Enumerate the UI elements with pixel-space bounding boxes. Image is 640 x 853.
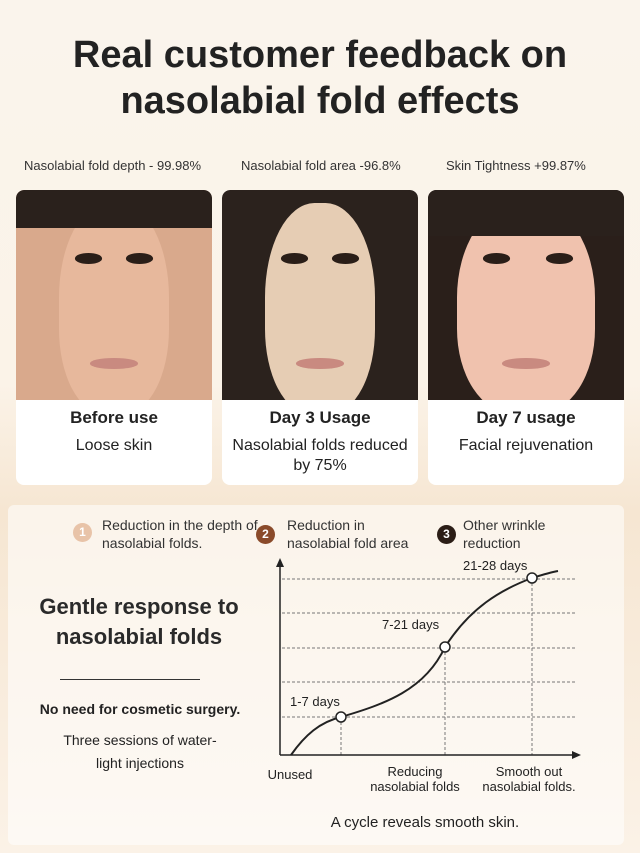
footer-text: A cycle reveals smooth skin. bbox=[330, 814, 520, 831]
x-label-unused: Unused bbox=[267, 767, 313, 782]
card-heading: Day 3 Usage bbox=[269, 408, 371, 427]
metric-area: Nasolabial fold area -96.8% bbox=[241, 158, 401, 173]
data-point-3 bbox=[526, 572, 538, 584]
x-label-reducing: Reducing nasolabial folds bbox=[370, 764, 460, 794]
page-title: Real customer feedback on nasolabial fol… bbox=[72, 34, 568, 122]
step-number-1: 1 bbox=[73, 523, 92, 542]
card-before: Before use Loose skin bbox=[16, 190, 212, 485]
day3-photo bbox=[222, 190, 418, 400]
y-axis-arrow bbox=[276, 558, 284, 567]
metric-tightness: Skin Tightness +99.87% bbox=[446, 158, 586, 173]
step-number-2: 2 bbox=[256, 525, 275, 544]
step-3-text: Other wrinkle reduction bbox=[463, 517, 546, 551]
metric-depth: Nasolabial fold depth - 99.98% bbox=[24, 158, 202, 173]
card-text: Loose skin bbox=[75, 437, 153, 454]
before-photo bbox=[16, 190, 212, 400]
headline: Gentle response to nasolabial folds bbox=[39, 594, 239, 649]
day7-photo bbox=[428, 190, 624, 400]
note: Three sessions of water-light injections bbox=[63, 732, 217, 771]
card-heading: Before use bbox=[70, 408, 158, 427]
lower-panel bbox=[8, 505, 624, 845]
subhead: No need for cosmetic surgery. bbox=[39, 701, 241, 717]
x-label-smooth: Smooth out nasolabial folds. bbox=[482, 764, 576, 794]
divider bbox=[60, 679, 200, 680]
card-text: Facial rejuvenation bbox=[458, 437, 594, 454]
data-point-1 bbox=[335, 711, 347, 723]
point-label-2: 7-21 days bbox=[382, 617, 440, 632]
card-day3: Day 3 Usage Nasolabial folds reduced by 7… bbox=[222, 190, 418, 485]
card-day7: Day 7 usage Facial rejuvenation bbox=[428, 190, 624, 485]
point-label-3: 21-28 days bbox=[463, 558, 528, 573]
step-number-3: 3 bbox=[437, 525, 456, 544]
data-point-2 bbox=[439, 641, 451, 653]
step-1-text: Reduction in the depth of nasolabial fol… bbox=[102, 517, 258, 551]
card-text: Nasolabial folds reduced by 75% bbox=[232, 437, 408, 474]
trend-curve bbox=[290, 570, 559, 756]
card-heading: Day 7 usage bbox=[476, 408, 576, 427]
point-label-1: 1-7 days bbox=[290, 694, 340, 709]
step-2-text: Reduction in nasolabial fold area bbox=[287, 517, 409, 551]
x-axis-arrow bbox=[572, 751, 581, 759]
